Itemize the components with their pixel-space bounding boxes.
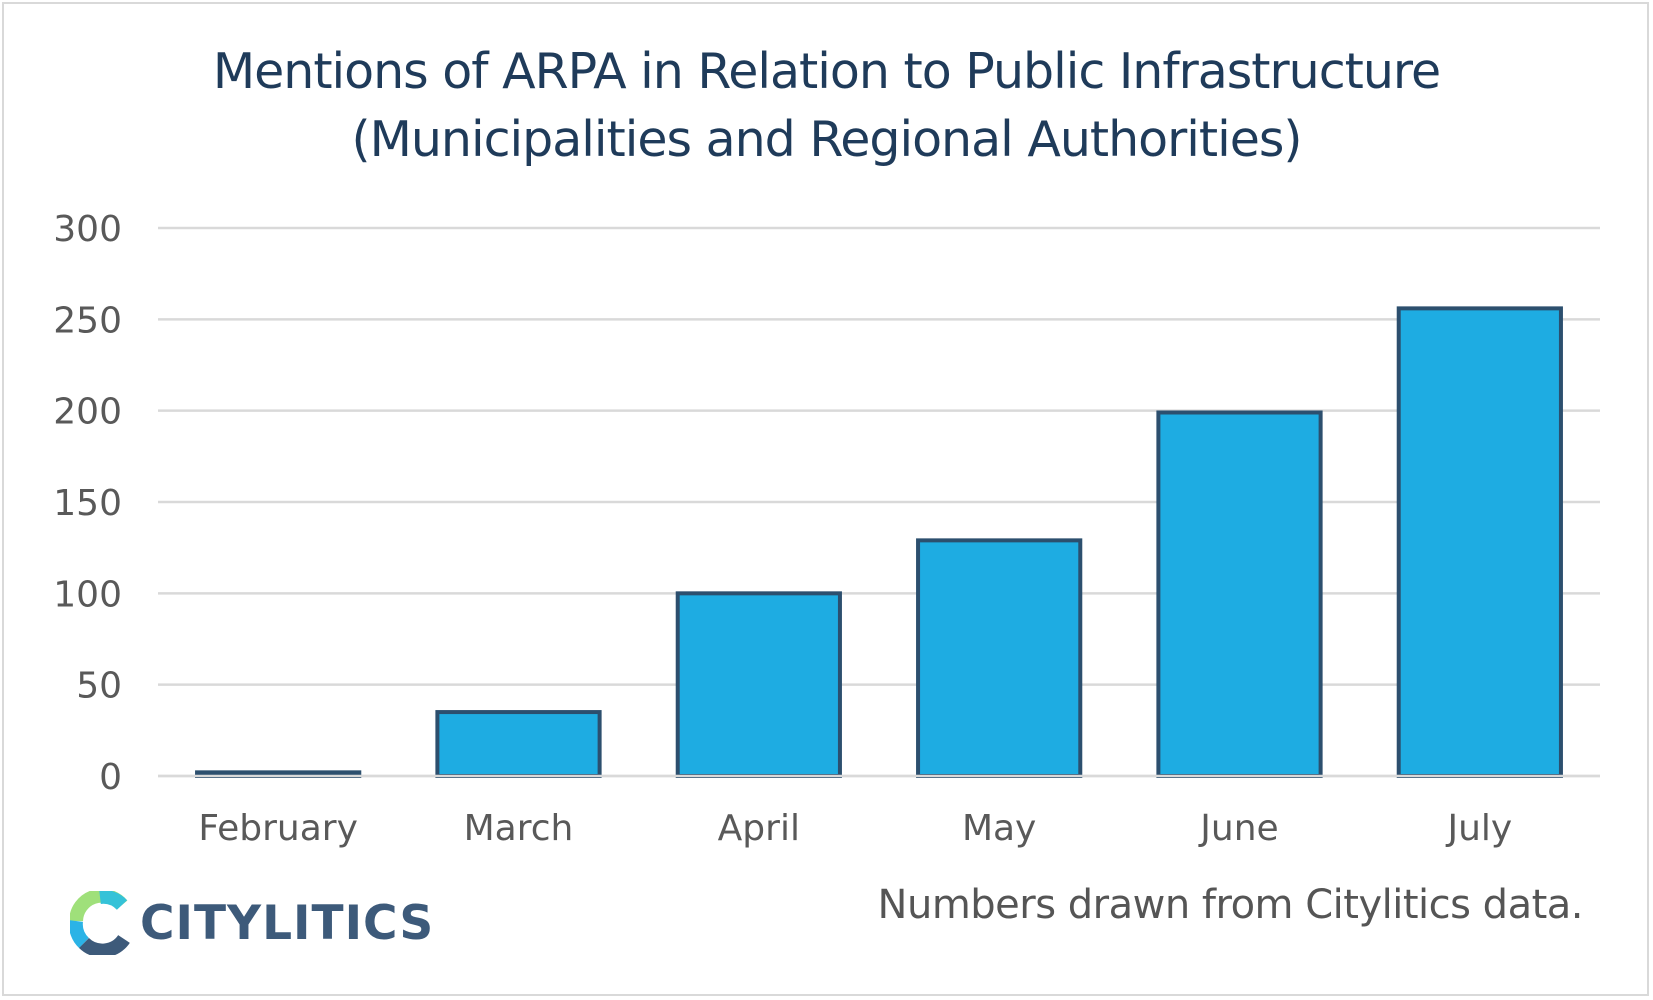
x-tick-label: March bbox=[464, 808, 574, 849]
y-tick-label: 200 bbox=[53, 392, 122, 433]
bar-june bbox=[1156, 410, 1323, 778]
chart-title: Mentions of ARPA in Relation to Public I… bbox=[212, 43, 1441, 100]
y-tick-label: 50 bbox=[76, 666, 122, 707]
y-tick-label: 0 bbox=[99, 757, 122, 798]
x-tick-label: May bbox=[962, 808, 1036, 849]
bar-march bbox=[435, 710, 602, 778]
x-tick-label: February bbox=[198, 808, 358, 849]
x-tick-label: April bbox=[718, 808, 800, 849]
chart-title-block: Mentions of ARPA in Relation to Public I… bbox=[0, 38, 1653, 174]
y-tick-label: 250 bbox=[53, 300, 122, 341]
citylitics-logo: CITYLITICS bbox=[70, 888, 434, 958]
bar-may bbox=[916, 538, 1083, 778]
logo-c-icon bbox=[70, 891, 130, 955]
chart-subtitle: (Municipalities and Regional Authorities… bbox=[351, 111, 1302, 168]
y-tick-label: 300 bbox=[53, 209, 122, 250]
x-tick-label: June bbox=[1198, 808, 1278, 849]
y-tick-label: 150 bbox=[53, 483, 122, 524]
source-note: Numbers drawn from Citylitics data. bbox=[877, 882, 1584, 928]
y-tick-label: 100 bbox=[53, 574, 122, 615]
x-tick-label: July bbox=[1445, 808, 1512, 849]
bar-july bbox=[1396, 306, 1563, 778]
bar-april bbox=[675, 591, 842, 778]
logo-text: CITYLITICS bbox=[140, 895, 435, 951]
